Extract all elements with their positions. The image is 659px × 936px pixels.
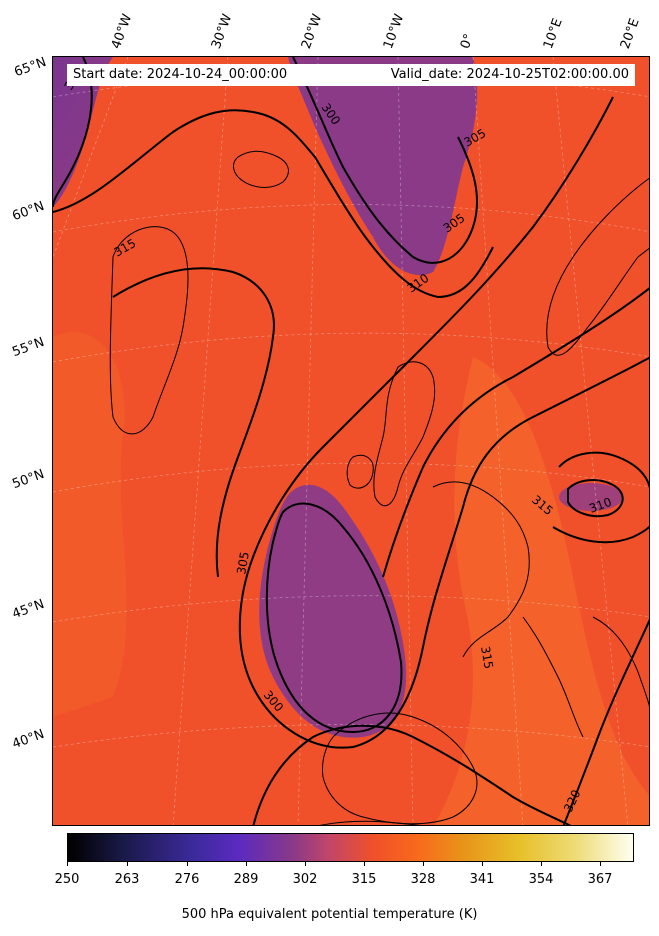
colorbar-tick-label: 289 [233, 872, 259, 887]
colorbar-tick-label: 341 [469, 872, 495, 887]
colorbar-tick-label: 315 [351, 872, 377, 887]
map-canvas: 300 305 305 310 315 315 305 300 315 310 … [53, 57, 649, 825]
colorbar-tick [482, 862, 483, 866]
colorbar-tick-label: 367 [587, 872, 613, 887]
colorbar-tick [187, 862, 188, 866]
contour-label: 315 [478, 645, 496, 670]
colorbar-tick [67, 862, 68, 866]
longitude-label: 20°W [298, 12, 326, 51]
latitude-label: 40°N [10, 726, 47, 753]
colorbar-tick [127, 862, 128, 866]
colorbar-tick [541, 862, 542, 866]
colorbar [67, 833, 634, 862]
colorbar-tick-label: 263 [114, 872, 140, 887]
longitude-label: 20°E [617, 16, 643, 51]
start-date-label: Start date: 2024-10-24_00:00:00 [73, 67, 288, 82]
colorbar-tick [423, 862, 424, 866]
longitude-label: 10°W [380, 12, 408, 51]
warm-band-east [434, 357, 649, 825]
latitude-label: 55°N [10, 334, 47, 361]
cold-region-nw [53, 57, 113, 207]
latitude-label: 60°N [10, 198, 47, 225]
info-box: Start date: 2024-10-24_00:00:00 Valid_da… [67, 64, 635, 86]
longitude-label: 40°W [108, 12, 136, 51]
colorbar-title: 500 hPa equivalent potential temperature… [181, 907, 478, 922]
colorbar-tick-label: 302 [292, 872, 318, 887]
latitude-label: 65°N [12, 54, 49, 81]
longitude-label: 10°E [540, 16, 566, 51]
longitude-label: 0° [457, 31, 478, 51]
contour-label: 305 [234, 551, 252, 576]
cold-region-southwest [259, 484, 407, 738]
colorbar-tick [246, 862, 247, 866]
colorbar-tick [600, 862, 601, 866]
coastlines [109, 150, 649, 825]
colorbar-tick [364, 862, 365, 866]
colorbar-tick-label: 328 [410, 872, 436, 887]
latitude-label: 45°N [10, 596, 47, 623]
valid-date-label: Valid_date: 2024-10-25T02:00:00.00 [390, 67, 629, 82]
longitude-label: 30°W [208, 12, 236, 51]
contour-lines [53, 57, 649, 825]
colorbar-tick-label: 276 [174, 872, 200, 887]
colorbar-tick [305, 862, 306, 866]
cold-region-east [559, 483, 623, 511]
map-panel: 300 305 305 310 315 315 305 300 315 310 … [52, 56, 650, 826]
cold-region-north [288, 57, 478, 276]
colorbar-tick-label: 354 [528, 872, 554, 887]
colorbar-tick-label: 250 [54, 872, 80, 887]
latitude-label: 50°N [10, 466, 47, 493]
warm-band-west [53, 331, 127, 717]
